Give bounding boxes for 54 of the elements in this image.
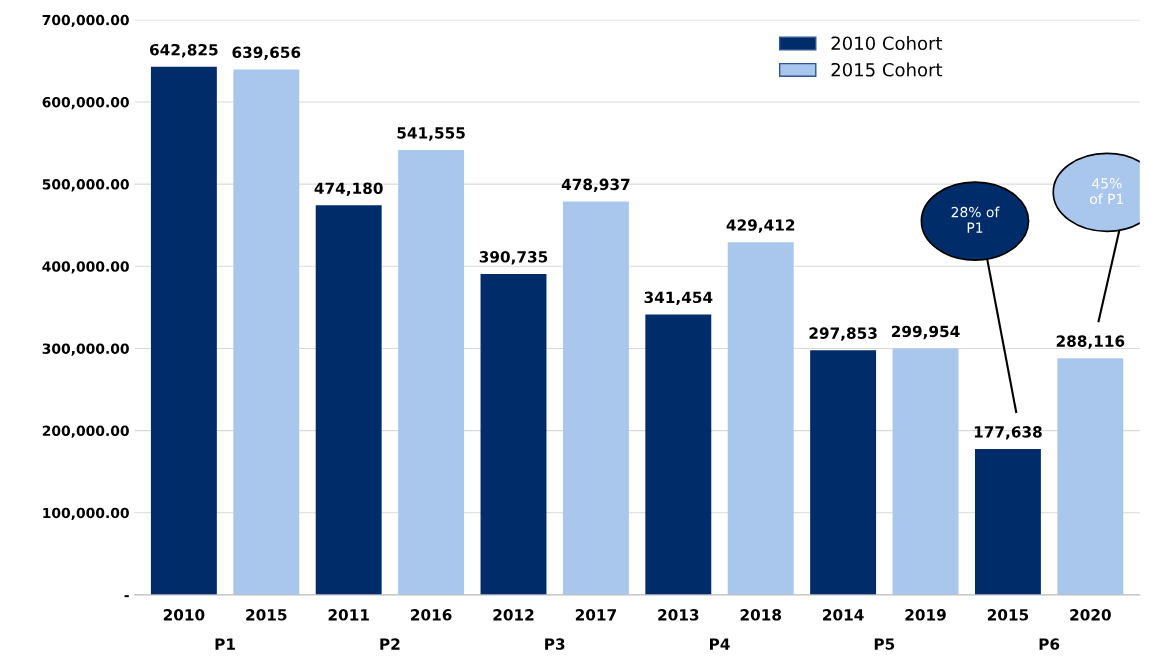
y-tick-label: 700,000.00 — [42, 14, 129, 28]
x-tick-label: 2015 — [987, 609, 1029, 621]
x-tick-label: 2020 — [1070, 609, 1111, 621]
bar — [645, 314, 712, 595]
bar — [562, 201, 629, 595]
data-label: 642,825 — [150, 43, 218, 58]
data-label: 299,954 — [891, 325, 960, 340]
x-tick-label: 2015 — [246, 609, 287, 621]
bar — [150, 66, 217, 595]
bar — [892, 348, 959, 595]
data-label: 474,180 — [314, 182, 383, 197]
y-tick-label: 400,000.00 — [42, 261, 129, 274]
data-label: 478,937 — [561, 178, 630, 193]
annotation: 28% of P1 — [951, 206, 1000, 233]
x-tick-label: 2017 — [575, 609, 616, 621]
x-tick-label: 2019 — [905, 609, 946, 621]
data-label: 390,735 — [479, 251, 548, 265]
bar — [1057, 358, 1124, 595]
y-tick-label: 500,000.00 — [42, 179, 129, 192]
bar — [727, 242, 794, 595]
text: P3 — [545, 638, 565, 650]
data-label: 541,555 — [397, 127, 465, 141]
text: P1 — [215, 638, 235, 650]
legend-label: 2015 Cohort — [831, 62, 943, 77]
x-tick-label: 2013 — [658, 609, 699, 621]
bar — [810, 350, 877, 595]
text: P6 — [1039, 638, 1060, 650]
bar — [233, 69, 300, 595]
bar — [398, 150, 465, 595]
data-label: 429,412 — [726, 219, 795, 233]
bar — [974, 448, 1041, 595]
data-label: 288,116 — [1056, 335, 1125, 349]
x-tick-label: 2014 — [823, 609, 864, 621]
data-label: 177,638 — [974, 426, 1042, 440]
text: P4 — [710, 638, 730, 650]
y-tick-label: 100,000.00 — [43, 507, 129, 520]
x-tick-label: 2016 — [411, 609, 452, 621]
data-label: 297,853 — [809, 327, 877, 341]
y-tick-label: 600,000.00 — [42, 96, 129, 110]
legend-label: 2010 Cohort — [831, 36, 943, 51]
x-tick-label: 2010 — [163, 609, 205, 621]
text: P2 — [380, 638, 400, 650]
y-tick-label: 300,000.00 — [42, 343, 129, 356]
data-label: 639,656 — [232, 46, 301, 61]
text: P5 — [874, 638, 895, 650]
x-tick-label: 2012 — [493, 609, 534, 621]
bar — [315, 205, 382, 595]
annotation: 45% of P1 — [1090, 178, 1124, 205]
x-tick-label: 2018 — [740, 609, 782, 621]
x-tick-label: 2011 — [328, 609, 369, 621]
bar — [480, 273, 547, 595]
y-tick-label: 200,000.00 — [42, 425, 129, 438]
y-tick-label: - — [124, 595, 129, 598]
data-label: 341,454 — [644, 291, 713, 306]
